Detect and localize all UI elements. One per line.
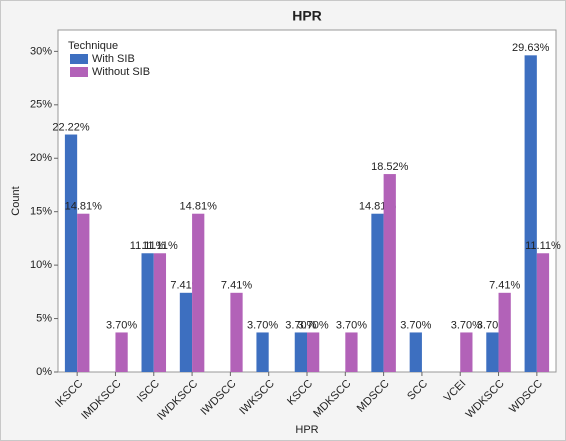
bar xyxy=(192,213,205,372)
bar xyxy=(383,174,396,372)
bar xyxy=(230,292,243,372)
chart-title: HPR xyxy=(292,8,322,24)
value-label: 14.81% xyxy=(180,201,218,213)
y-tick-label: 20% xyxy=(30,152,52,164)
bar xyxy=(294,332,307,372)
bar xyxy=(536,253,550,372)
bar xyxy=(524,55,537,372)
bar xyxy=(64,134,78,372)
y-tick-label: 15% xyxy=(30,206,52,218)
value-label: 11.11% xyxy=(142,240,178,252)
legend-swatch xyxy=(70,54,88,64)
value-label: 3.70% xyxy=(451,319,482,331)
bar xyxy=(141,253,154,372)
value-label: 3.70% xyxy=(298,319,329,331)
plot-area xyxy=(57,29,557,373)
y-tick-label: 10% xyxy=(30,259,52,271)
y-axis-label: Count xyxy=(10,186,22,215)
legend-swatch xyxy=(70,67,88,77)
bar xyxy=(77,213,90,372)
bar xyxy=(115,332,128,372)
bar xyxy=(460,332,473,372)
value-label: 11.11% xyxy=(130,240,166,252)
value-label: 3.70% xyxy=(336,319,367,331)
value-label: 3.70% xyxy=(106,319,137,331)
bar xyxy=(371,213,384,372)
bar xyxy=(486,332,499,372)
y-tick-label: 5% xyxy=(36,312,52,324)
bar xyxy=(179,292,193,372)
bar xyxy=(409,332,422,372)
y-tick-label: 30% xyxy=(30,45,52,57)
bar xyxy=(153,253,167,372)
value-label: 3.70% xyxy=(400,319,431,331)
value-label: 3.70% xyxy=(247,319,278,331)
value-label: 29.63% xyxy=(512,42,550,54)
value-label: 7.41% xyxy=(221,280,252,292)
y-tick-label: 25% xyxy=(30,99,52,111)
value-label: 11.11% xyxy=(525,240,561,252)
bar xyxy=(345,332,358,372)
bar xyxy=(256,332,269,372)
value-label: 22.22% xyxy=(52,121,90,133)
value-label: 18.52% xyxy=(371,161,409,173)
value-label: 14.81% xyxy=(65,201,103,213)
y-tick-label: 0% xyxy=(36,366,52,378)
legend-label: With SIB xyxy=(92,53,135,65)
value-label: 3.70% xyxy=(285,319,316,331)
bar xyxy=(307,332,320,372)
value-label: 7.41% xyxy=(489,280,520,292)
bar xyxy=(498,292,511,372)
legend-title: Technique xyxy=(68,40,118,52)
legend-label: Without SIB xyxy=(92,66,150,78)
x-axis-label: HPR xyxy=(295,424,318,436)
